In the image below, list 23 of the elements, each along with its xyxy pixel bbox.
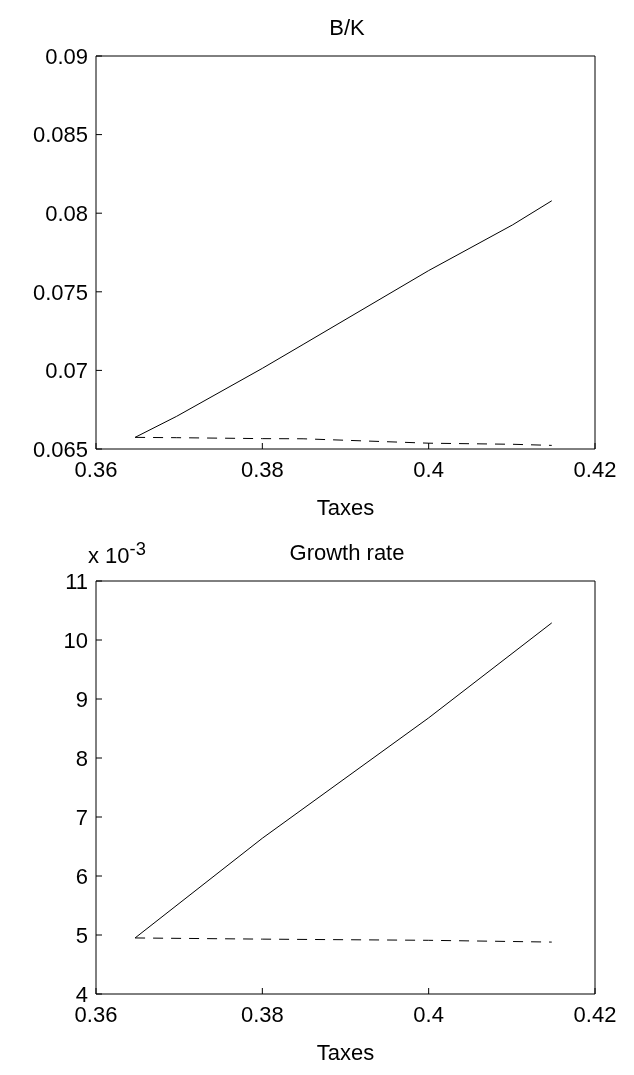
- y-tick-label: 5: [75, 922, 88, 948]
- y-tick-label: 7: [75, 804, 88, 830]
- x-tick-label: 0.38: [240, 1001, 284, 1027]
- y-tick-label: 0.07: [45, 358, 88, 384]
- x-tick-label: 0.4: [413, 1001, 444, 1027]
- x-axis-title: Taxes: [316, 1040, 375, 1065]
- y-tick-label: 0.075: [32, 279, 88, 305]
- x-tick-label: 0.4: [413, 456, 444, 482]
- y-tick-label: 8: [75, 745, 88, 771]
- y-tick-label: 6: [75, 863, 88, 889]
- text: x 10$^{-3}$: [88, 538, 146, 570]
- chart-title: B/K: [329, 15, 365, 40]
- chart-title: Growth rate: [289, 540, 405, 565]
- y-tick-label: 0.09: [45, 43, 88, 69]
- y-tick-label: 0.085: [32, 122, 88, 148]
- x-tick-label: 0.38: [240, 456, 284, 482]
- y-tick-label: 11: [65, 568, 88, 594]
- x-tick-label: 0.42: [573, 1001, 617, 1027]
- y-tick-label: 0.08: [45, 201, 88, 227]
- x-axis-title: Taxes: [316, 495, 375, 520]
- x-tick-label: 0.42: [573, 456, 617, 482]
- y-tick-label: 9: [75, 686, 88, 712]
- y-tick-label: 10: [63, 627, 88, 653]
